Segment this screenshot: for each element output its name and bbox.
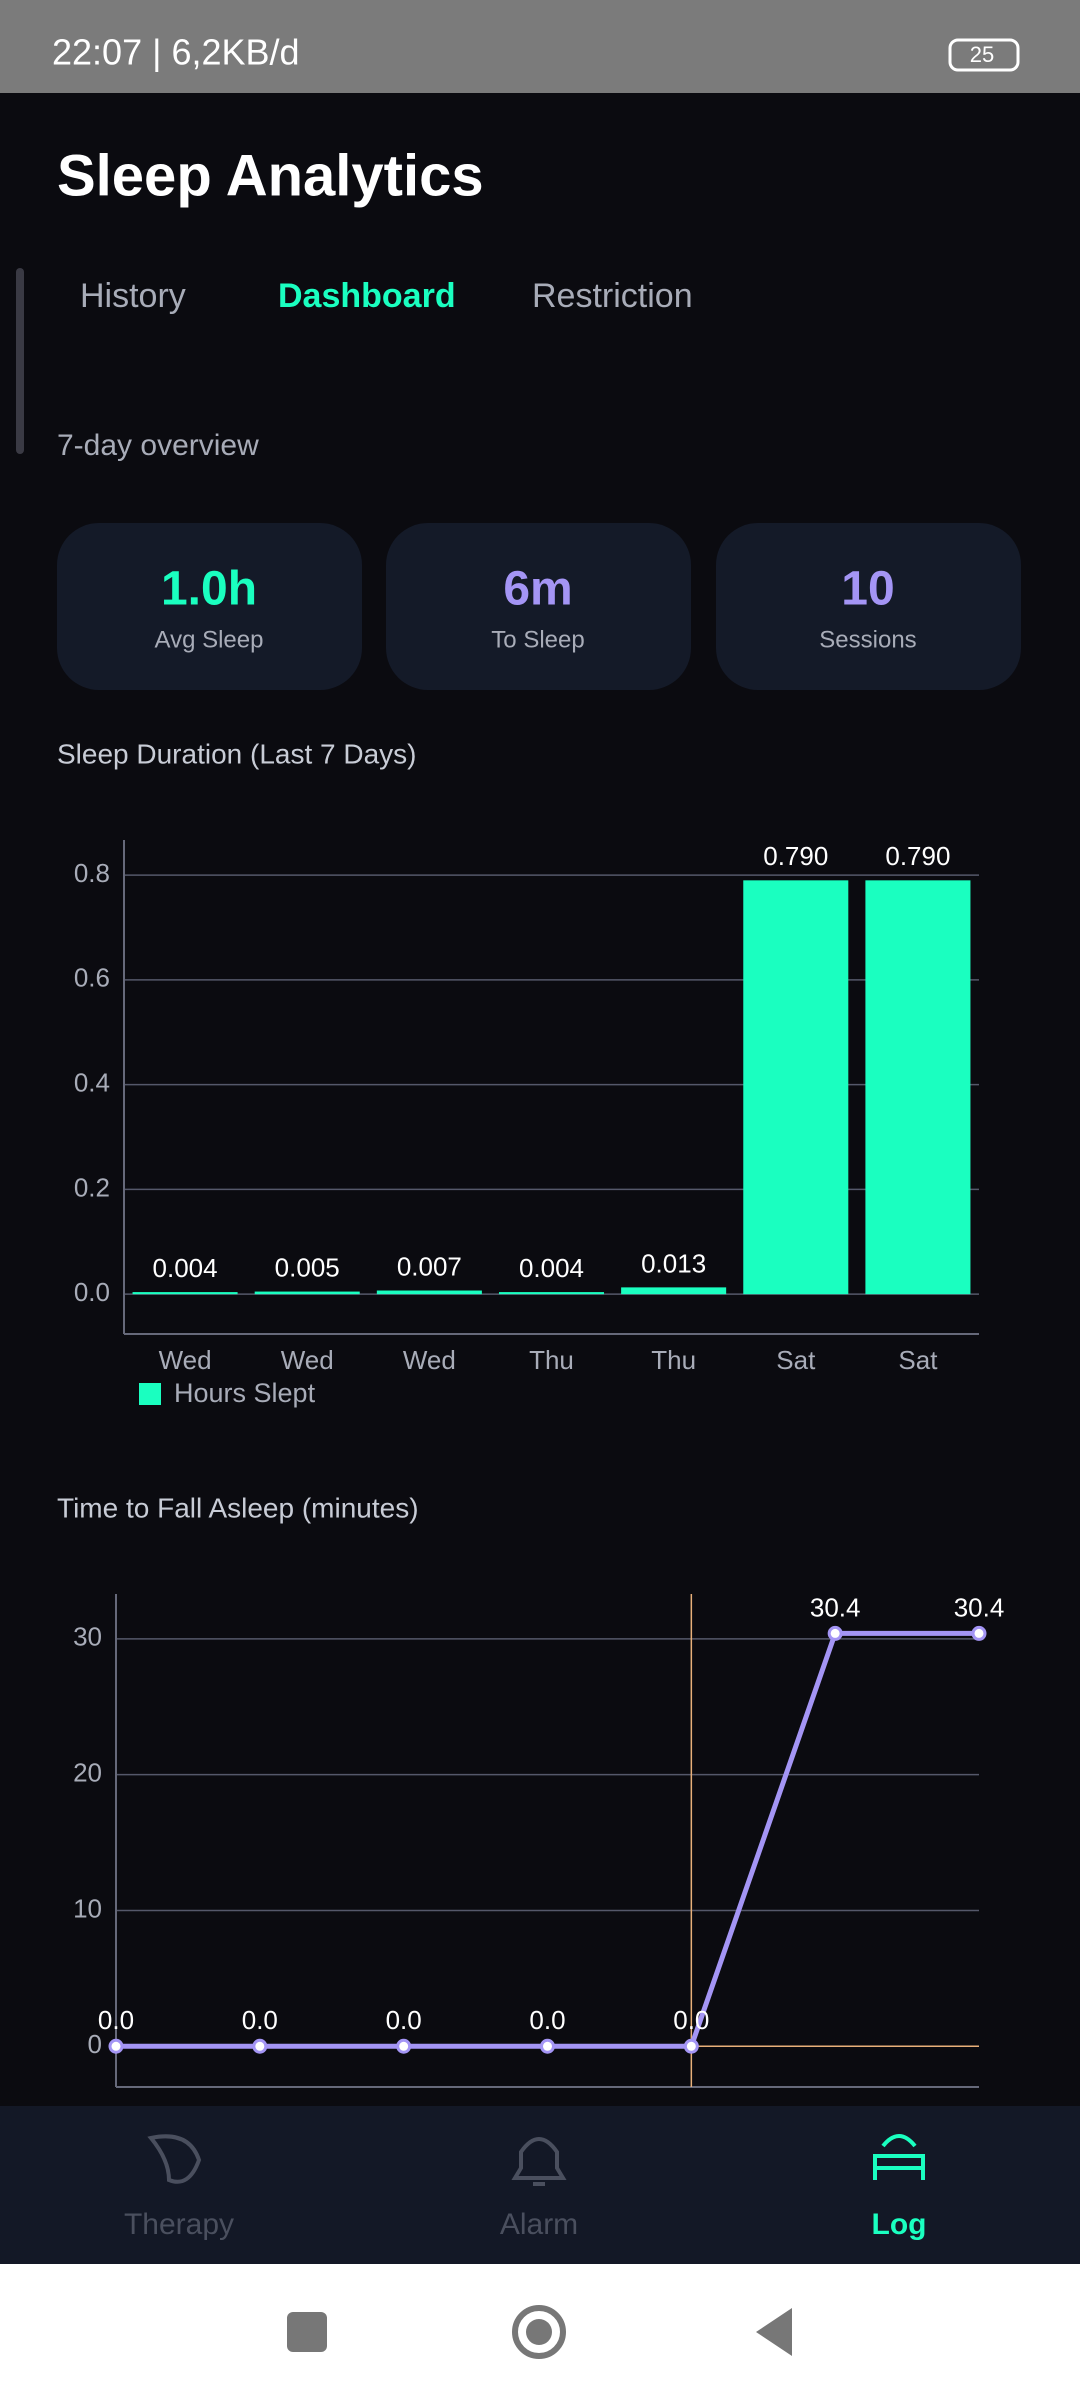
- stat-card: [386, 523, 691, 690]
- nav-label[interactable]: Alarm: [500, 2208, 578, 2241]
- data-label: 0.007: [397, 1251, 462, 1281]
- y-tick-label: 0.6: [74, 963, 110, 993]
- status-time: 22:07 | 6,2KB/d: [52, 32, 300, 73]
- line-series: [116, 1630, 979, 2049]
- nav-label[interactable]: Log: [872, 2208, 927, 2241]
- data-label: 0.0: [386, 2005, 422, 2035]
- x-tick-label: Wed: [403, 1345, 456, 1375]
- bar: [254, 1291, 360, 1295]
- bar: [865, 880, 971, 1295]
- x-tick-label: Wed: [281, 1345, 334, 1375]
- nav-icon: [873, 2134, 925, 2180]
- stat-label: Sessions: [819, 626, 916, 653]
- data-label: 0.0: [98, 2005, 134, 2035]
- stat-value: 6m: [503, 563, 572, 616]
- section-label: 7-day overview: [57, 429, 259, 462]
- line-point: [540, 2038, 555, 2054]
- nav-icon: [511, 2137, 567, 2186]
- x-tick-label: Sat: [898, 1345, 938, 1375]
- page-title: Sleep Analytics: [57, 143, 484, 208]
- stat-label: Avg Sleep: [155, 626, 264, 653]
- bar: [743, 880, 849, 1295]
- y-tick-label: 0.0: [74, 1277, 110, 1307]
- y-tick-label: 20: [73, 1758, 102, 1788]
- data-label: 0.004: [519, 1253, 584, 1283]
- recents-button[interactable]: [287, 2312, 327, 2352]
- data-label: 0.0: [673, 2005, 709, 2035]
- tab[interactable]: History: [80, 277, 186, 315]
- line-point: [108, 2038, 124, 2054]
- back-button[interactable]: [756, 2308, 792, 2356]
- x-tick-label: Wed: [159, 1345, 212, 1375]
- line-point: [683, 2038, 699, 2054]
- x-tick-label: Sat: [776, 1345, 816, 1375]
- home-dot: [526, 2319, 552, 2345]
- line-point: [396, 2038, 412, 2054]
- bar: [132, 1292, 238, 1295]
- data-label: 0.005: [275, 1252, 340, 1282]
- legend-label: Hours Slept: [174, 1378, 316, 1408]
- x-tick-label: Thu: [529, 1345, 574, 1375]
- y-tick-label: 30: [73, 1622, 102, 1652]
- battery: [948, 38, 1020, 72]
- tab[interactable]: Dashboard: [278, 277, 456, 315]
- data-label: 0.790: [885, 841, 950, 871]
- stat-value: 1.0h: [161, 563, 257, 616]
- bar: [376, 1290, 482, 1295]
- line-point: [827, 1625, 843, 1641]
- y-tick-label: 0.8: [74, 858, 110, 888]
- y-tick-label: 0.4: [74, 1068, 110, 1098]
- data-label: 0.790: [763, 841, 828, 871]
- y-tick-label: 0: [88, 2029, 102, 2059]
- data-label: 30.4: [954, 1592, 1005, 1622]
- chart-title: Sleep Duration (Last 7 Days): [57, 738, 417, 769]
- legend-swatch: [139, 1383, 161, 1405]
- chart-title: Time to Fall Asleep (minutes): [57, 1492, 419, 1523]
- bar: [621, 1287, 727, 1295]
- bar: [498, 1292, 605, 1295]
- x-tick-label: Thu: [651, 1345, 696, 1375]
- stat-value: 10: [841, 563, 894, 616]
- line-point: [252, 2038, 268, 2054]
- stat-label: To Sleep: [491, 626, 584, 653]
- status-bar: [0, 0, 1080, 93]
- y-tick-label: 0.2: [74, 1172, 110, 1202]
- home-button[interactable]: [512, 2305, 566, 2359]
- line-point: [971, 1625, 987, 1641]
- data-label: 0.0: [529, 2005, 565, 2035]
- y-tick-label: 10: [73, 1893, 102, 1923]
- scroll-indicator: [16, 268, 24, 454]
- stat-card: [57, 523, 362, 690]
- data-label: 0.013: [641, 1248, 706, 1278]
- data-label: 0.0: [242, 2005, 278, 2035]
- data-label: 30.4: [810, 1592, 861, 1622]
- battery-level: 25: [970, 42, 994, 67]
- nav-label[interactable]: Therapy: [124, 2208, 234, 2241]
- data-label: 0.004: [153, 1253, 218, 1283]
- tab[interactable]: Restriction: [532, 277, 693, 315]
- stat-card: [716, 523, 1021, 690]
- nav-icon: [147, 2134, 202, 2184]
